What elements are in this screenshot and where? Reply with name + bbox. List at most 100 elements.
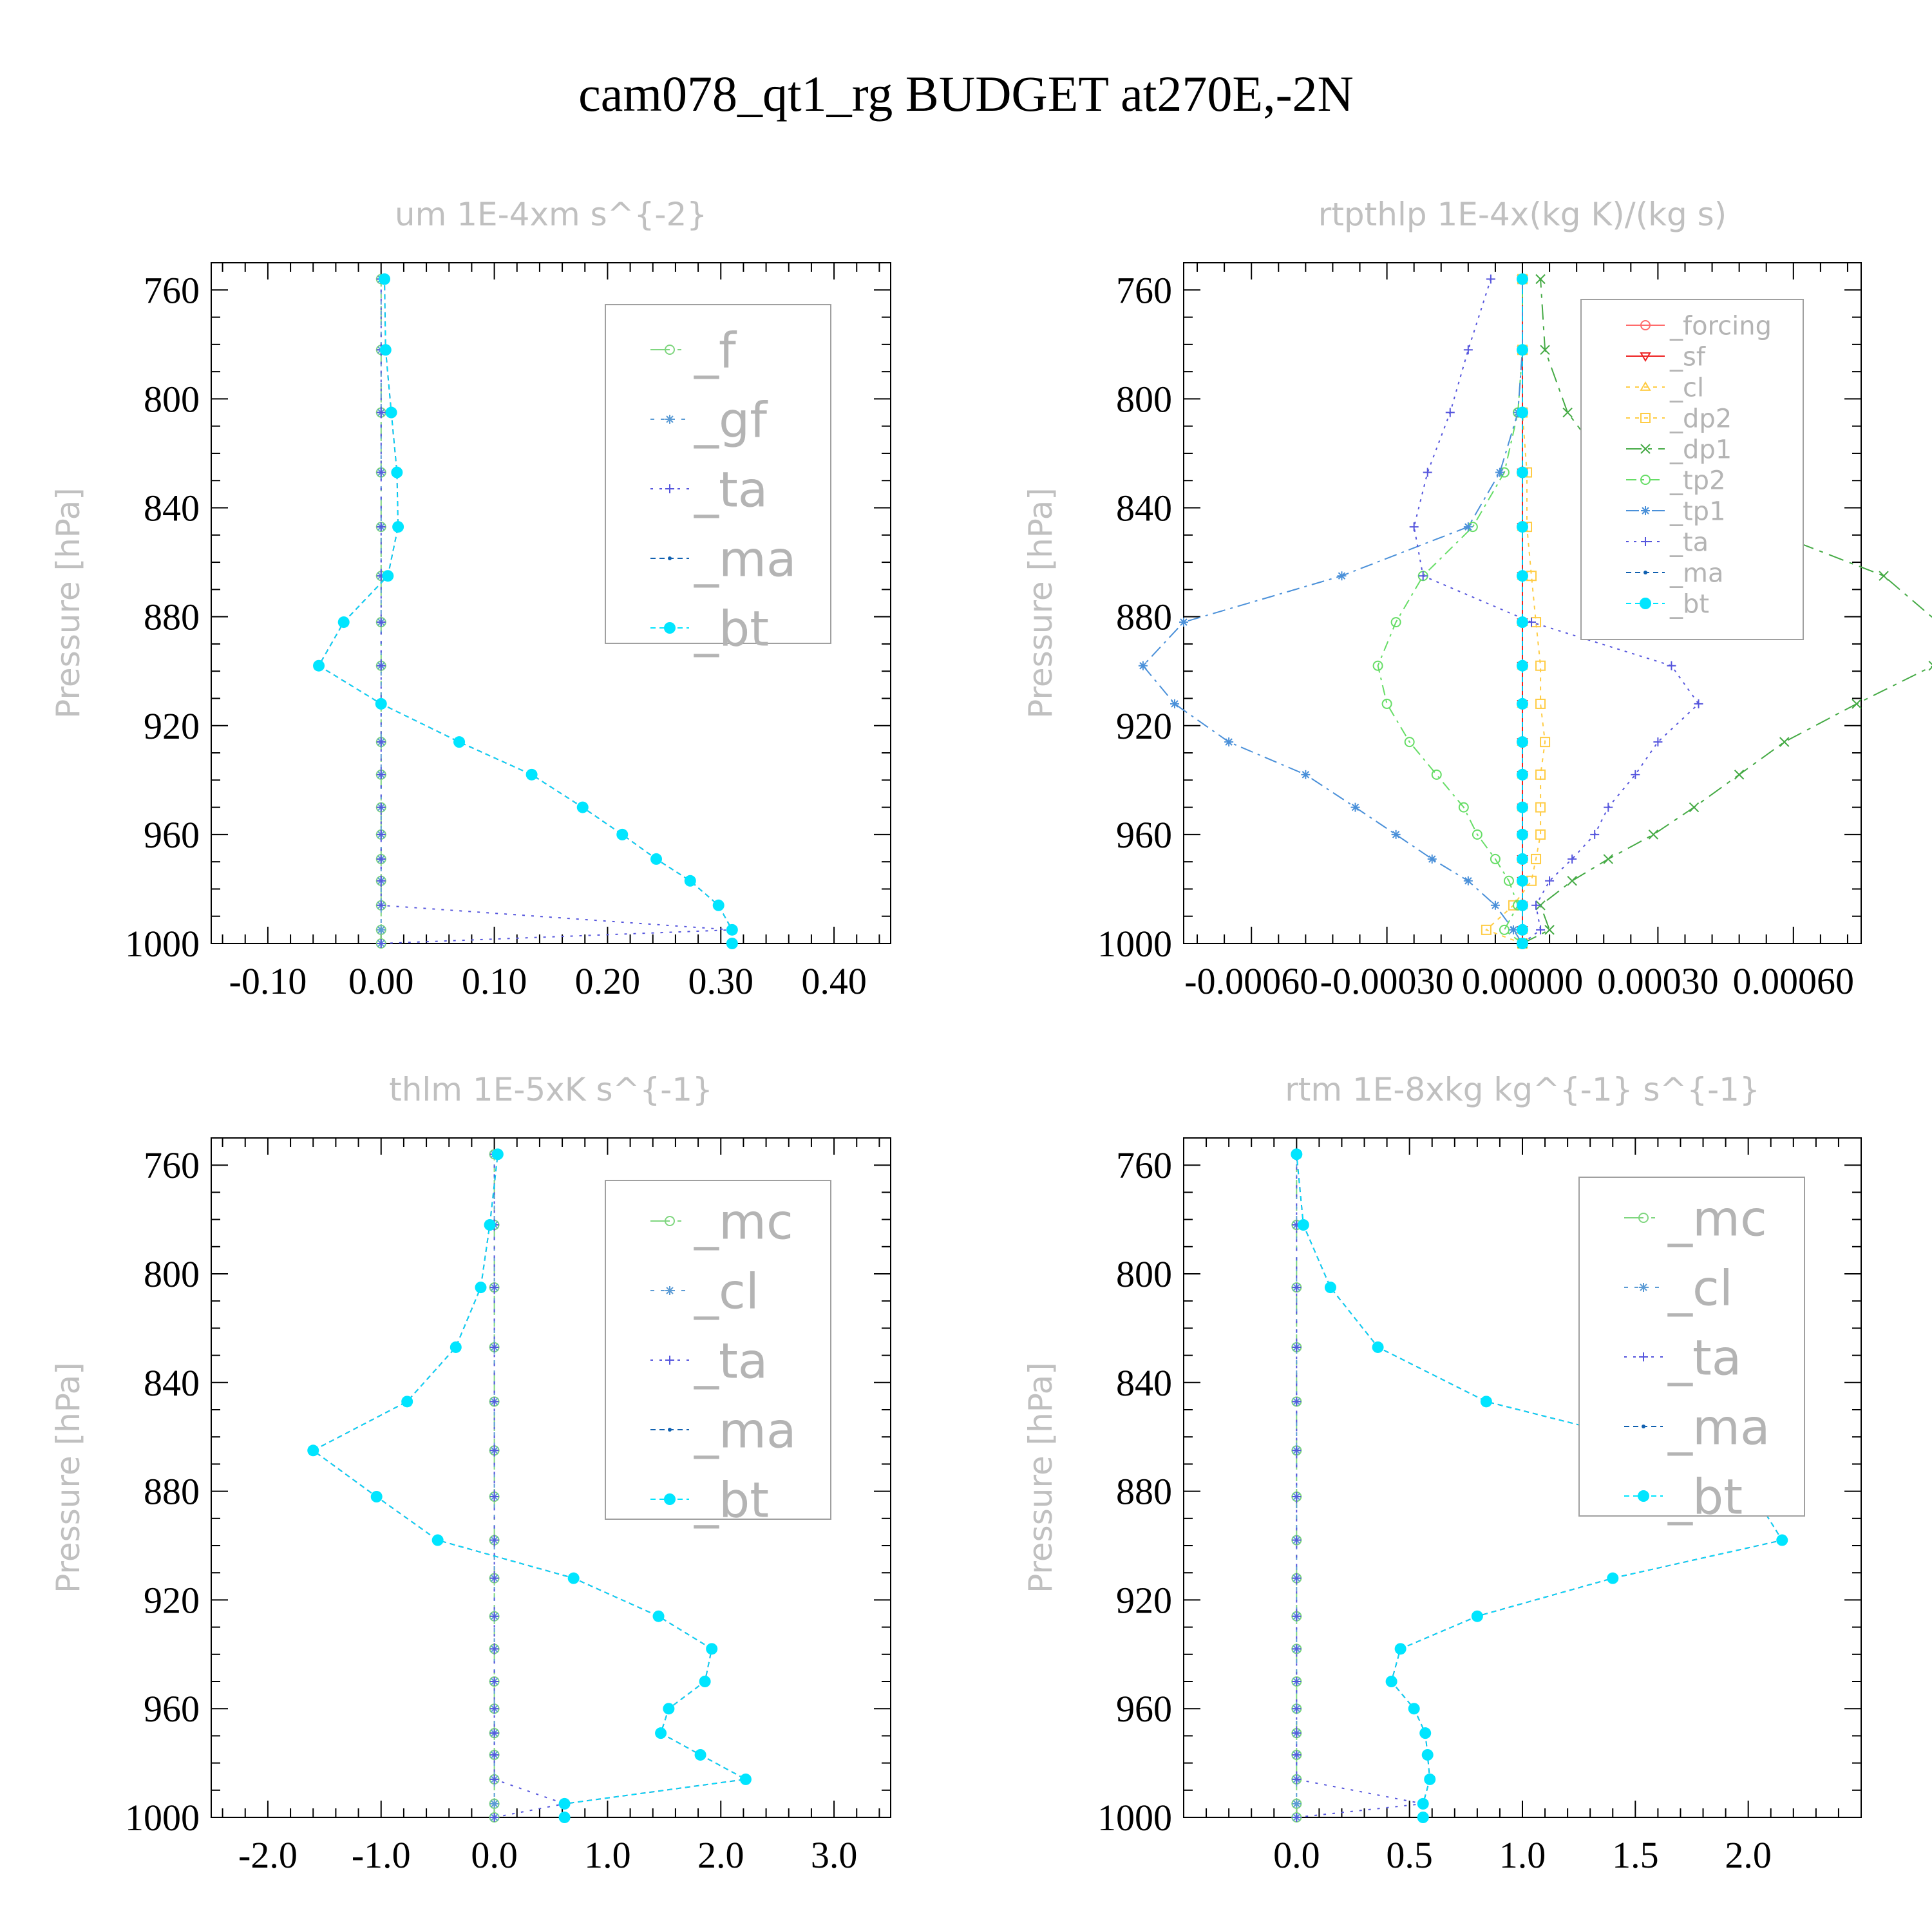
y-tick-label: 1000 (1097, 1797, 1172, 1839)
x-tick-label: 0.10 (462, 960, 527, 1002)
data-point (726, 923, 738, 936)
panel-title: thlm 1E-5xK s^{-1} (389, 1071, 713, 1108)
data-point (1292, 1573, 1302, 1583)
data-point (1590, 829, 1600, 839)
y-tick-label: 960 (1116, 814, 1172, 856)
legend-marker (1640, 598, 1651, 609)
data-point (706, 1643, 718, 1655)
legend-marker (668, 1428, 672, 1432)
legend: _mc _cl _ta _ma _bt (1578, 1177, 1805, 1525)
y-tick-label: 800 (144, 378, 200, 420)
y-tick-label: 880 (144, 1471, 200, 1513)
x-tick-label: 0.00060 (1733, 960, 1855, 1002)
data-point (1372, 1341, 1384, 1353)
data-point (1292, 1446, 1302, 1455)
data-point (1292, 1342, 1302, 1352)
data-point (699, 1676, 711, 1687)
legend-entry: _tp1 (1669, 497, 1726, 526)
panel-3: thlm 1E-5xK s^{-1} Pressure [hPa] 760 800 84… (50, 1071, 891, 1876)
data-point (1562, 407, 1573, 418)
series-cl (489, 1150, 499, 1822)
data-point (337, 616, 350, 629)
y-tick-label: 760 (1116, 1144, 1172, 1186)
data-point (370, 1491, 383, 1503)
data-point (1604, 802, 1613, 812)
x-tick-label: -0.00030 (1320, 960, 1454, 1002)
y-tick-label: 1000 (125, 1797, 200, 1839)
plot-frame (211, 1137, 891, 1818)
data-point (1517, 273, 1528, 285)
legend-entry: _ma (1669, 558, 1723, 588)
data-point (489, 1446, 499, 1455)
data-point (567, 1572, 580, 1584)
data-point (1545, 876, 1555, 886)
data-point (489, 1813, 499, 1822)
data-point (1292, 1677, 1302, 1686)
legend-marker (668, 556, 672, 560)
x-tick-label: 0.5 (1386, 1834, 1433, 1876)
data-point (1603, 854, 1613, 864)
x-tick-label: 0.00030 (1597, 960, 1719, 1002)
series-line (493, 1154, 567, 1818)
legend-entry: _bt (694, 600, 769, 657)
data-point (401, 1396, 413, 1408)
x-tick-label: 2.0 (1725, 1834, 1772, 1876)
data-point (1490, 853, 1501, 864)
data-point (489, 1283, 499, 1293)
data-point (391, 466, 403, 478)
y-tick-label: 1000 (125, 923, 200, 965)
y-axis-label: Pressure [hPa] (50, 1362, 87, 1593)
legend-entry: _mc (694, 1193, 793, 1250)
y-axis-label: Pressure [hPa] (1022, 1362, 1059, 1593)
data-point (1291, 1148, 1303, 1160)
y-tick-label: 1000 (1097, 923, 1172, 965)
y-tick-label: 760 (144, 269, 200, 311)
legend: _f _gf _ta _ma _bt (605, 304, 831, 657)
series-line (1296, 1154, 1783, 1817)
x-tick-label: 1.5 (1612, 1834, 1659, 1876)
legend-marker (1639, 1283, 1648, 1292)
data-point (489, 1644, 499, 1654)
data-point (1544, 925, 1555, 935)
data-point (376, 900, 386, 910)
legend: _mc _cl _ta _ma _bt (605, 1180, 831, 1528)
data-point (1418, 571, 1428, 581)
y-tick-label: 880 (1116, 596, 1172, 638)
data-point (652, 1610, 665, 1622)
data-point (489, 1750, 499, 1759)
data-point (489, 1342, 499, 1352)
data-point (1350, 802, 1360, 812)
data-point (1531, 853, 1542, 864)
legend-entry: _gf (694, 391, 768, 448)
panel-2: rtpthlp 1E-4x(kg K)/(kg s) Pressure [hPa]… (1022, 196, 1932, 1002)
y-tick-label: 760 (1116, 269, 1172, 311)
data-point (376, 829, 386, 839)
data-point (375, 697, 387, 710)
series-gf (376, 274, 386, 948)
data-point (616, 828, 629, 840)
data-point (1535, 900, 1546, 911)
legend-marker (665, 1356, 674, 1365)
data-point (1517, 938, 1528, 949)
legend-entry: _ta (1667, 1329, 1741, 1386)
data-point (1517, 736, 1528, 748)
data-point (1417, 1812, 1429, 1823)
data-point (489, 1492, 499, 1502)
data-point (1535, 829, 1546, 840)
x-tick-label: 3.0 (811, 1834, 858, 1876)
x-tick-label: -0.00060 (1184, 960, 1318, 1002)
data-point (1694, 699, 1703, 708)
data-point (431, 1534, 444, 1546)
panel-title: rtpthlp 1E-4x(kg K)/(kg s) (1318, 196, 1727, 233)
legend-marker (1640, 320, 1651, 330)
data-point (1517, 923, 1528, 936)
panel-title: um 1E-4xm s^{-2} (395, 196, 707, 233)
data-point (1301, 770, 1311, 779)
data-point (650, 853, 663, 865)
legend-box (605, 304, 831, 644)
x-tick-label: 0.40 (801, 960, 867, 1002)
data-point (1394, 1643, 1406, 1655)
data-point (1852, 699, 1862, 709)
data-point (1517, 570, 1528, 582)
y-tick-label: 840 (1116, 488, 1172, 529)
